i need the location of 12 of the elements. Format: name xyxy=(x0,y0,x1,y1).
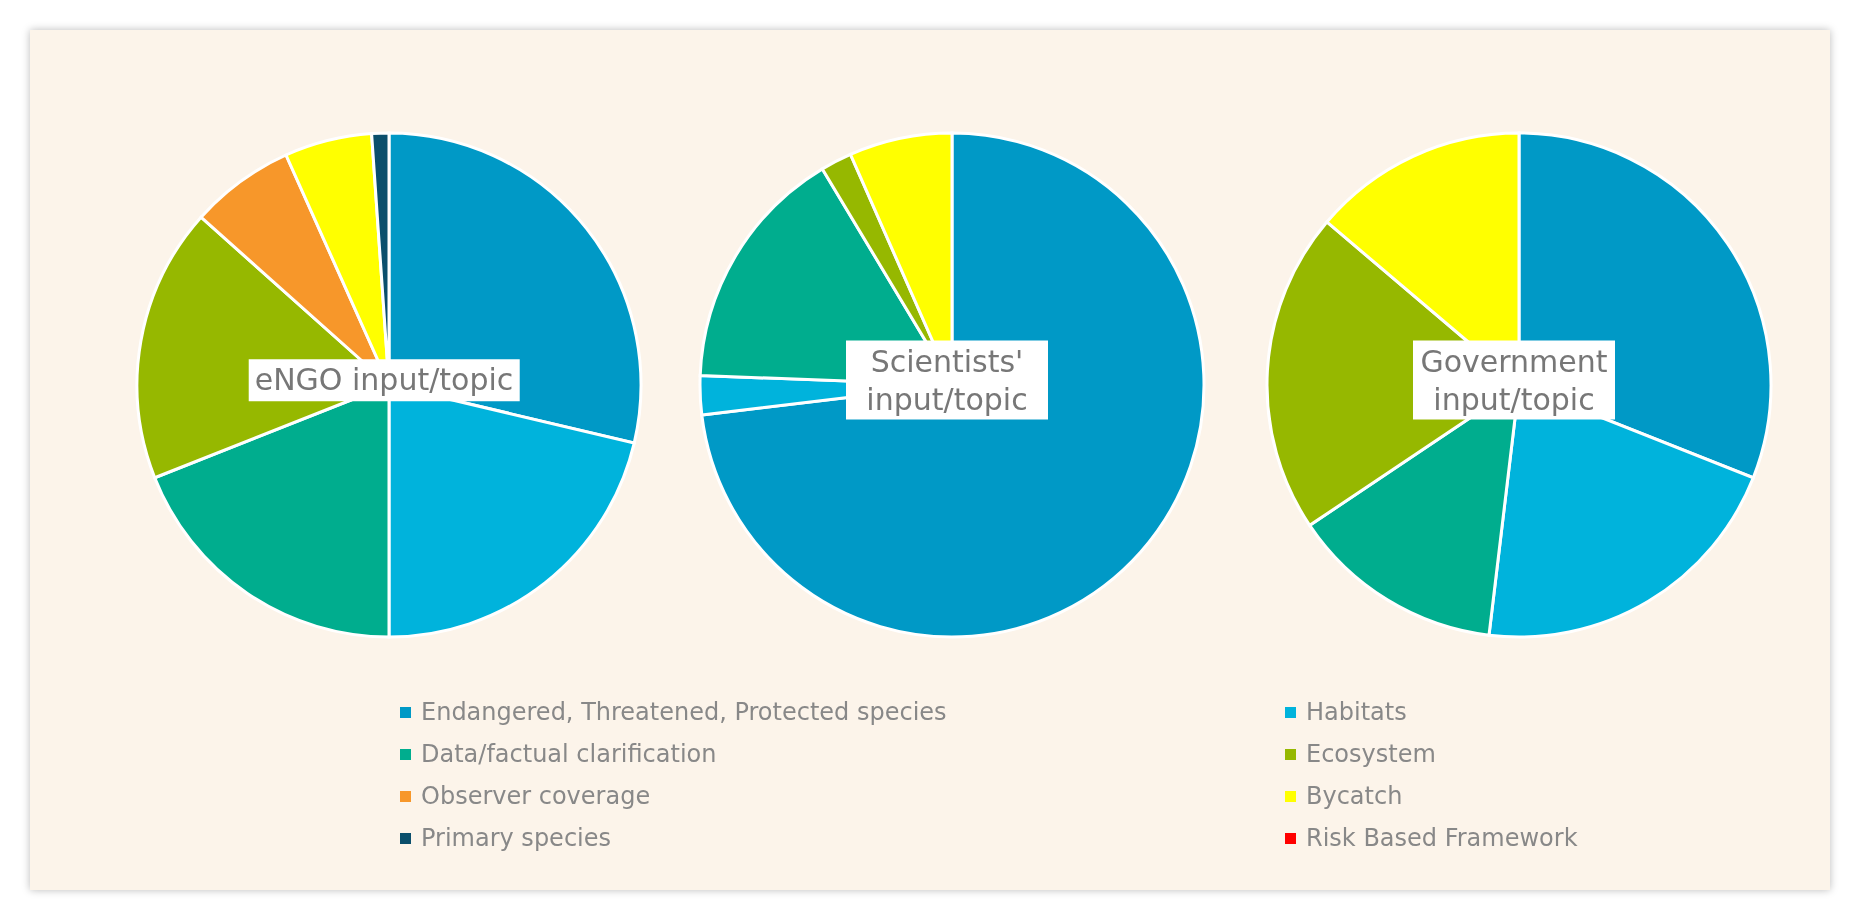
text: Scientists' input/topic xyxy=(846,340,1048,420)
text: eNGO input/topic xyxy=(248,359,520,401)
legend-label: Risk Based Framework xyxy=(1306,824,1578,852)
legend-label: Bycatch xyxy=(1306,782,1403,810)
legend-label: Observer coverage xyxy=(421,782,651,810)
legend-label: Primary species xyxy=(421,824,612,852)
pie-slice xyxy=(700,131,1206,639)
legend-label: Ecosystem xyxy=(1306,740,1436,768)
legend-label: Data/factual clarification xyxy=(421,740,717,768)
legend-label: Endangered, Threatened, Protected species xyxy=(421,698,947,726)
legend-label: Habitats xyxy=(1306,698,1407,726)
text: Government input/topic xyxy=(1413,340,1615,420)
